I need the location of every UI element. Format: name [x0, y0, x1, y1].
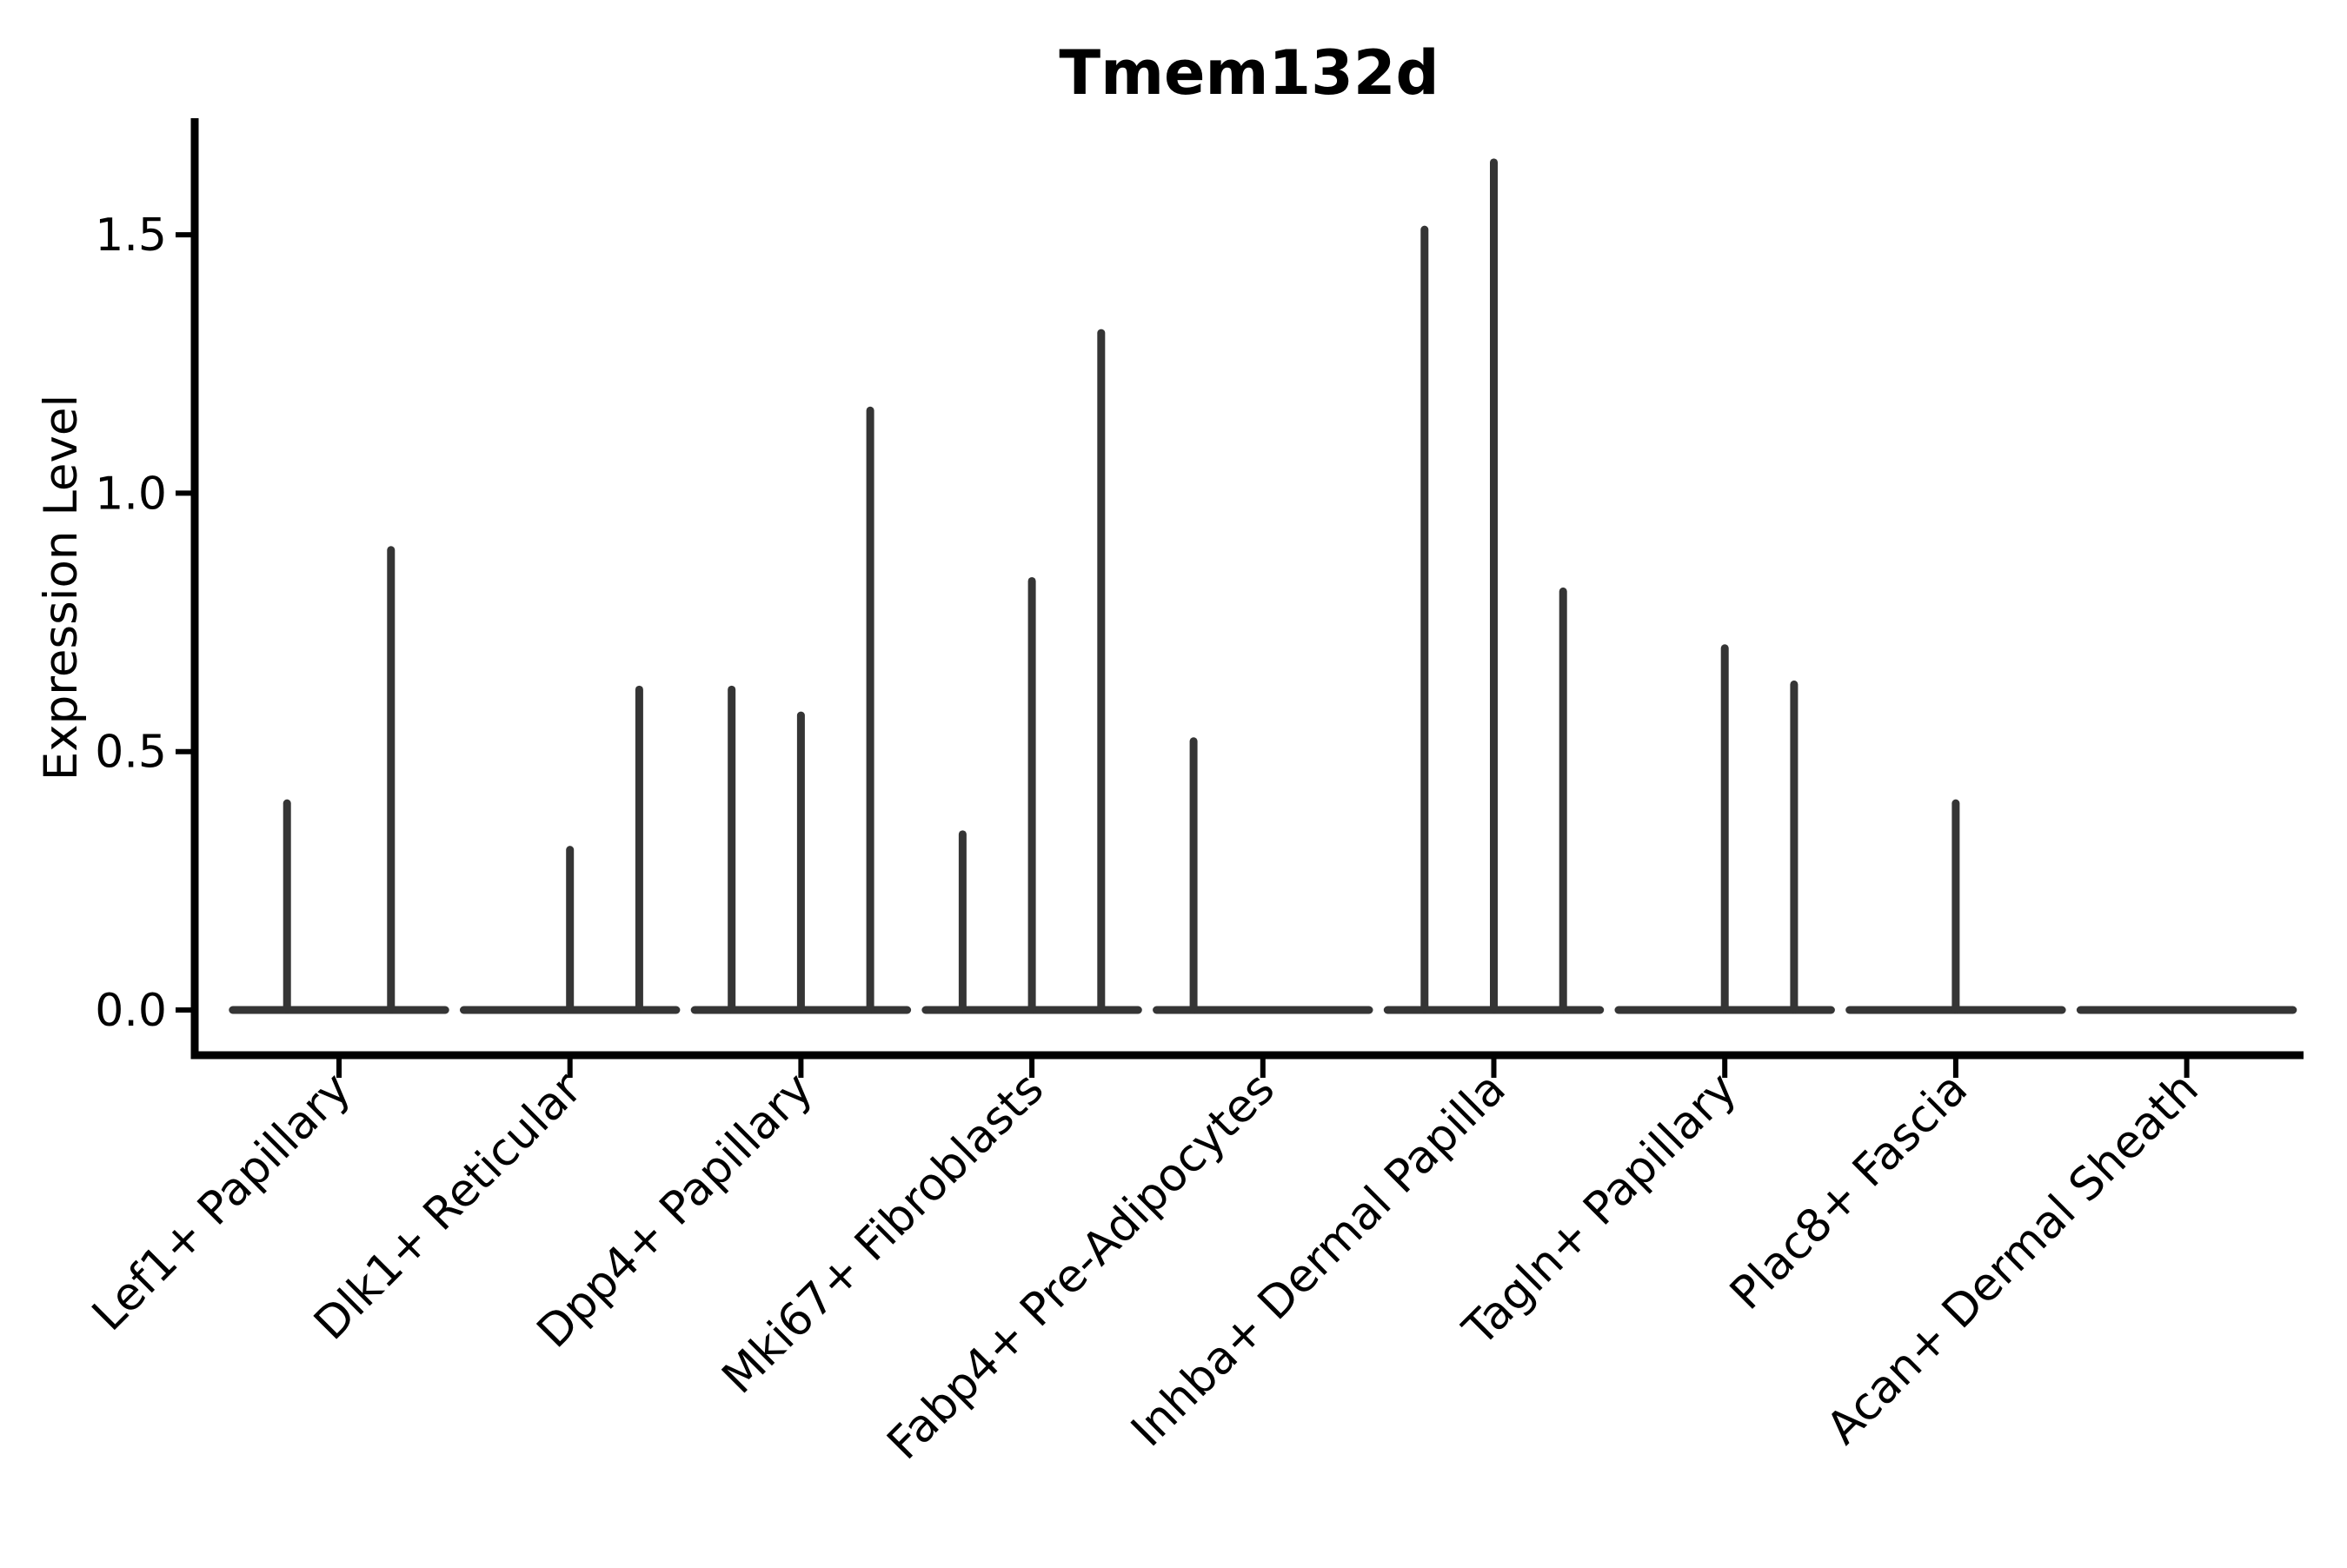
violin-group [1383, 158, 1605, 1014]
violin-group [921, 329, 1142, 1014]
x-tick-label: Inhba+ Dermal Papilla [1121, 1063, 1515, 1457]
violin-group [690, 406, 912, 1014]
x-tick-label: Acan+ Dermal Sheath [1817, 1063, 2209, 1455]
y-tick-label: 1.0 [95, 468, 167, 520]
violin-group [1614, 644, 1835, 1014]
ticks-layer [176, 232, 2190, 1078]
y-tick-label: 0.0 [95, 985, 167, 1037]
chart-title: Tmem132d [1059, 37, 1439, 109]
y-axis-label: Expression Level [35, 395, 88, 781]
violin-group [459, 685, 681, 1014]
violin-group [1153, 737, 1373, 1014]
y-tick-label: 0.5 [95, 727, 167, 779]
violins-layer [229, 158, 2297, 1014]
violin-group [229, 546, 449, 1014]
y-tick-label: 1.5 [95, 209, 167, 262]
x-tick-label: Fabp4+ Pre-Adipocytes [878, 1063, 1285, 1470]
x-tick-label: Plac8+ Fascia [1720, 1063, 1978, 1320]
violin-group [1845, 799, 2066, 1014]
